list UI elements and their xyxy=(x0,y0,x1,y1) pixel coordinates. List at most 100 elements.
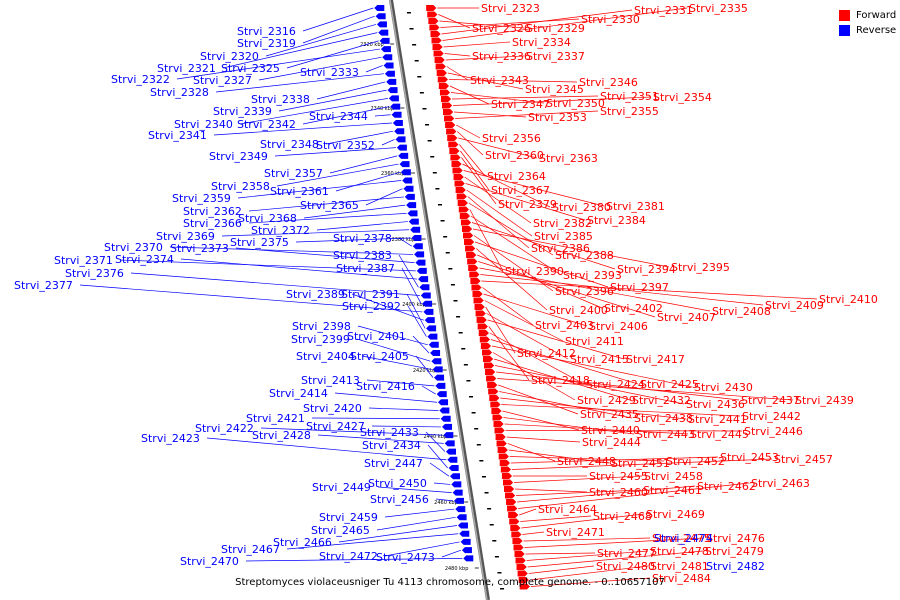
reverse-gene-arrow[interactable] xyxy=(403,185,414,192)
reverse-gene-arrow[interactable] xyxy=(463,555,474,562)
reverse-gene-label[interactable]: Strvi_2416 xyxy=(356,380,415,393)
forward-gene-label[interactable]: Strvi_2394 xyxy=(617,263,676,276)
reverse-gene-label[interactable]: Strvi_2341 xyxy=(148,129,207,142)
forward-gene-arrow[interactable] xyxy=(501,473,512,479)
forward-gene-label[interactable]: Strvi_2432 xyxy=(632,394,691,407)
forward-gene-arrow[interactable] xyxy=(487,382,498,388)
reverse-gene-arrow[interactable] xyxy=(435,382,446,389)
reverse-gene-label[interactable]: Strvi_2392 xyxy=(342,300,401,313)
forward-gene-arrow[interactable] xyxy=(447,135,458,141)
forward-gene-label[interactable]: Strvi_2360 xyxy=(485,149,544,162)
forward-gene-label[interactable]: Strvi_2351 xyxy=(600,90,659,103)
reverse-gene-arrow[interactable] xyxy=(404,193,415,200)
forward-gene-label[interactable]: Strvi_2463 xyxy=(751,477,810,490)
forward-gene-arrow[interactable] xyxy=(503,479,514,486)
forward-gene-arrow[interactable] xyxy=(485,369,496,375)
reverse-gene-arrow[interactable] xyxy=(426,325,437,332)
forward-gene-arrow[interactable] xyxy=(498,453,509,460)
forward-gene-label[interactable]: Strvi_2476 xyxy=(706,532,765,545)
forward-gene-arrow[interactable] xyxy=(517,570,528,577)
reverse-gene-arrow[interactable] xyxy=(395,136,406,143)
reverse-gene-arrow[interactable] xyxy=(407,210,418,217)
forward-gene-label[interactable]: Strvi_2430 xyxy=(694,381,753,394)
reverse-gene-arrow[interactable] xyxy=(399,161,410,168)
reverse-gene-label[interactable]: Strvi_2422 xyxy=(195,422,254,435)
forward-gene-label[interactable]: Strvi_2451 xyxy=(611,457,670,470)
reverse-gene-label[interactable]: Strvi_2319 xyxy=(237,37,296,50)
forward-gene-label[interactable]: Strvi_2479 xyxy=(705,545,764,558)
reverse-gene-arrow[interactable] xyxy=(452,489,463,496)
forward-gene-arrow[interactable] xyxy=(451,161,462,167)
forward-gene-arrow[interactable] xyxy=(430,31,441,37)
forward-gene-label[interactable]: Strvi_2442 xyxy=(742,410,801,423)
forward-gene-arrow[interactable] xyxy=(457,200,468,206)
forward-gene-label[interactable]: Strvi_2408 xyxy=(712,305,771,318)
forward-gene-label[interactable]: Strvi_2395 xyxy=(671,261,730,274)
forward-gene-arrow[interactable] xyxy=(490,401,501,408)
forward-gene-label[interactable]: Strvi_2455 xyxy=(589,470,648,483)
reverse-gene-arrow[interactable] xyxy=(382,54,393,61)
forward-gene-label[interactable]: Strvi_2400 xyxy=(549,304,608,317)
reverse-gene-label[interactable]: Strvi_2362 xyxy=(183,205,242,218)
forward-gene-label[interactable]: Strvi_2410 xyxy=(819,293,878,306)
forward-gene-label[interactable]: Strvi_2386 xyxy=(531,242,590,255)
forward-gene-arrow[interactable] xyxy=(472,291,483,297)
forward-gene-arrow[interactable] xyxy=(497,447,508,453)
forward-gene-arrow[interactable] xyxy=(459,213,470,219)
forward-gene-arrow[interactable] xyxy=(429,24,440,31)
forward-gene-arrow[interactable] xyxy=(479,336,490,343)
reverse-gene-label[interactable]: Strvi_2338 xyxy=(251,93,310,106)
forward-gene-label[interactable]: Strvi_2330 xyxy=(581,13,640,26)
reverse-gene-arrow[interactable] xyxy=(420,292,431,299)
forward-gene-label[interactable]: Strvi_2355 xyxy=(600,105,659,118)
reverse-gene-arrow[interactable] xyxy=(412,243,423,250)
forward-gene-arrow[interactable] xyxy=(514,551,525,557)
forward-gene-arrow[interactable] xyxy=(486,375,497,382)
forward-gene-arrow[interactable] xyxy=(460,219,471,226)
reverse-gene-label[interactable]: Strvi_2340 xyxy=(174,118,233,131)
reverse-gene-arrow[interactable] xyxy=(379,37,390,44)
forward-gene-label[interactable]: Strvi_2481 xyxy=(650,560,709,573)
forward-gene-arrow[interactable] xyxy=(466,252,477,258)
forward-gene-arrow[interactable] xyxy=(444,115,455,122)
reverse-gene-label[interactable]: Strvi_2470 xyxy=(180,555,239,568)
reverse-gene-arrow[interactable] xyxy=(436,391,447,398)
forward-gene-arrow[interactable] xyxy=(495,434,506,440)
forward-gene-label[interactable]: Strvi_2437 xyxy=(741,394,800,407)
forward-gene-arrow[interactable] xyxy=(519,583,530,590)
reverse-gene-label[interactable]: Strvi_2413 xyxy=(301,374,360,387)
forward-gene-label[interactable]: Strvi_2336 xyxy=(472,50,531,63)
forward-gene-arrow[interactable] xyxy=(478,330,489,336)
forward-gene-arrow[interactable] xyxy=(473,297,484,304)
reverse-gene-arrow[interactable] xyxy=(388,95,399,102)
reverse-gene-arrow[interactable] xyxy=(374,5,385,11)
reverse-gene-label[interactable]: Strvi_2333 xyxy=(300,66,359,79)
reverse-gene-arrow[interactable] xyxy=(443,432,454,439)
forward-gene-arrow[interactable] xyxy=(510,525,521,531)
reverse-gene-label[interactable]: Strvi_2456 xyxy=(370,493,429,506)
forward-gene-arrow[interactable] xyxy=(500,466,511,473)
forward-gene-arrow[interactable] xyxy=(439,89,450,96)
forward-gene-label[interactable]: Strvi_2464 xyxy=(538,503,597,516)
reverse-gene-label[interactable]: Strvi_2404 xyxy=(296,350,355,363)
forward-gene-label[interactable]: Strvi_2381 xyxy=(606,200,665,213)
forward-gene-label[interactable]: Strvi_2425 xyxy=(640,378,699,391)
reverse-gene-label[interactable]: Strvi_2389 xyxy=(286,288,345,301)
reverse-gene-label[interactable]: Strvi_2327 xyxy=(193,74,252,87)
forward-gene-arrow[interactable] xyxy=(464,239,475,245)
forward-gene-label[interactable]: Strvi_2438 xyxy=(634,412,693,425)
forward-gene-label[interactable]: Strvi_2471 xyxy=(546,526,605,539)
reverse-gene-label[interactable]: Strvi_2399 xyxy=(291,333,350,346)
reverse-gene-label[interactable]: Strvi_2348 xyxy=(260,138,319,151)
forward-gene-label[interactable]: Strvi_2469 xyxy=(646,508,705,521)
forward-gene-arrow[interactable] xyxy=(433,50,444,57)
forward-gene-label[interactable]: Strvi_2397 xyxy=(610,281,669,294)
reverse-gene-label[interactable]: Strvi_2322 xyxy=(111,73,170,86)
reverse-gene-arrow[interactable] xyxy=(392,120,403,126)
forward-gene-label[interactable]: Strvi_2445 xyxy=(690,428,749,441)
forward-gene-arrow[interactable] xyxy=(454,180,465,187)
reverse-gene-label[interactable]: Strvi_2377 xyxy=(14,279,73,292)
reverse-gene-arrow[interactable] xyxy=(398,152,409,159)
forward-gene-arrow[interactable] xyxy=(506,499,517,505)
reverse-gene-label[interactable]: Strvi_2433 xyxy=(360,426,419,439)
